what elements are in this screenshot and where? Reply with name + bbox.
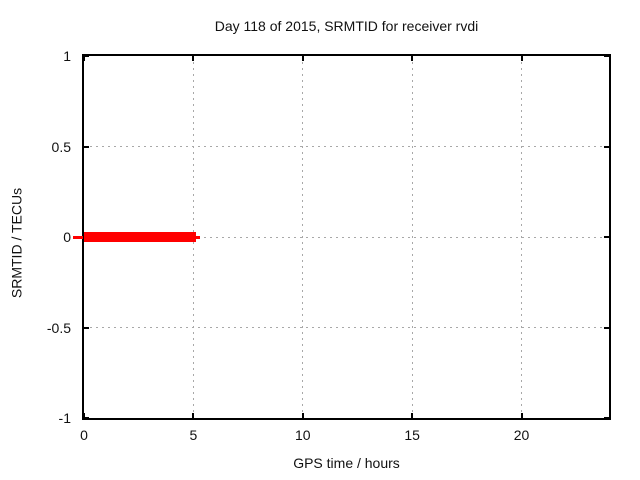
- y-tick-label: 0.5: [51, 138, 71, 155]
- y-tick-right: [604, 326, 609, 329]
- y-tick-label: -1: [58, 410, 71, 426]
- x-axis-label: GPS time / hours: [293, 455, 400, 471]
- x-tick-bottom: [192, 413, 195, 418]
- y-tick-right: [604, 55, 609, 57]
- gridline-horizontal: [84, 146, 609, 147]
- series-left-overhang-dash: [73, 235, 83, 239]
- x-tick-bottom: [411, 413, 414, 418]
- x-tick-bottom: [520, 413, 523, 418]
- series-line-main: [84, 232, 196, 242]
- chart-title: Day 118 of 2015, SRMTID for receiver rvd…: [214, 18, 479, 34]
- x-tick-top: [411, 56, 414, 61]
- y-tick-left: [84, 326, 89, 329]
- gridline-horizontal: [84, 236, 609, 238]
- y-tick-left: [84, 417, 89, 419]
- gridline-horizontal: [84, 327, 609, 328]
- x-tick-top: [192, 56, 195, 61]
- x-tick-top: [301, 56, 304, 61]
- y-tick-left: [84, 145, 89, 148]
- y-tick-label: 0: [63, 229, 71, 245]
- x-tick-label: 15: [404, 427, 420, 443]
- y-tick-right: [604, 417, 609, 419]
- plot-area: [82, 54, 611, 420]
- y-tick-label: -0.5: [46, 319, 71, 336]
- y-tick-right: [604, 236, 609, 238]
- x-tick-bottom: [301, 413, 304, 418]
- x-tick-label: 0: [80, 427, 88, 443]
- x-tick-label: 5: [189, 427, 198, 443]
- x-tick-label: 10: [294, 427, 311, 443]
- series-line-tail: [195, 235, 200, 239]
- x-tick-top: [520, 56, 523, 61]
- x-tick-bottom: [83, 413, 85, 418]
- y-tick-left: [84, 55, 89, 57]
- x-tick-label: 20: [513, 427, 530, 443]
- y-tick-right: [604, 145, 609, 148]
- y-tick-label: 1: [63, 48, 71, 64]
- x-tick-top: [83, 56, 85, 61]
